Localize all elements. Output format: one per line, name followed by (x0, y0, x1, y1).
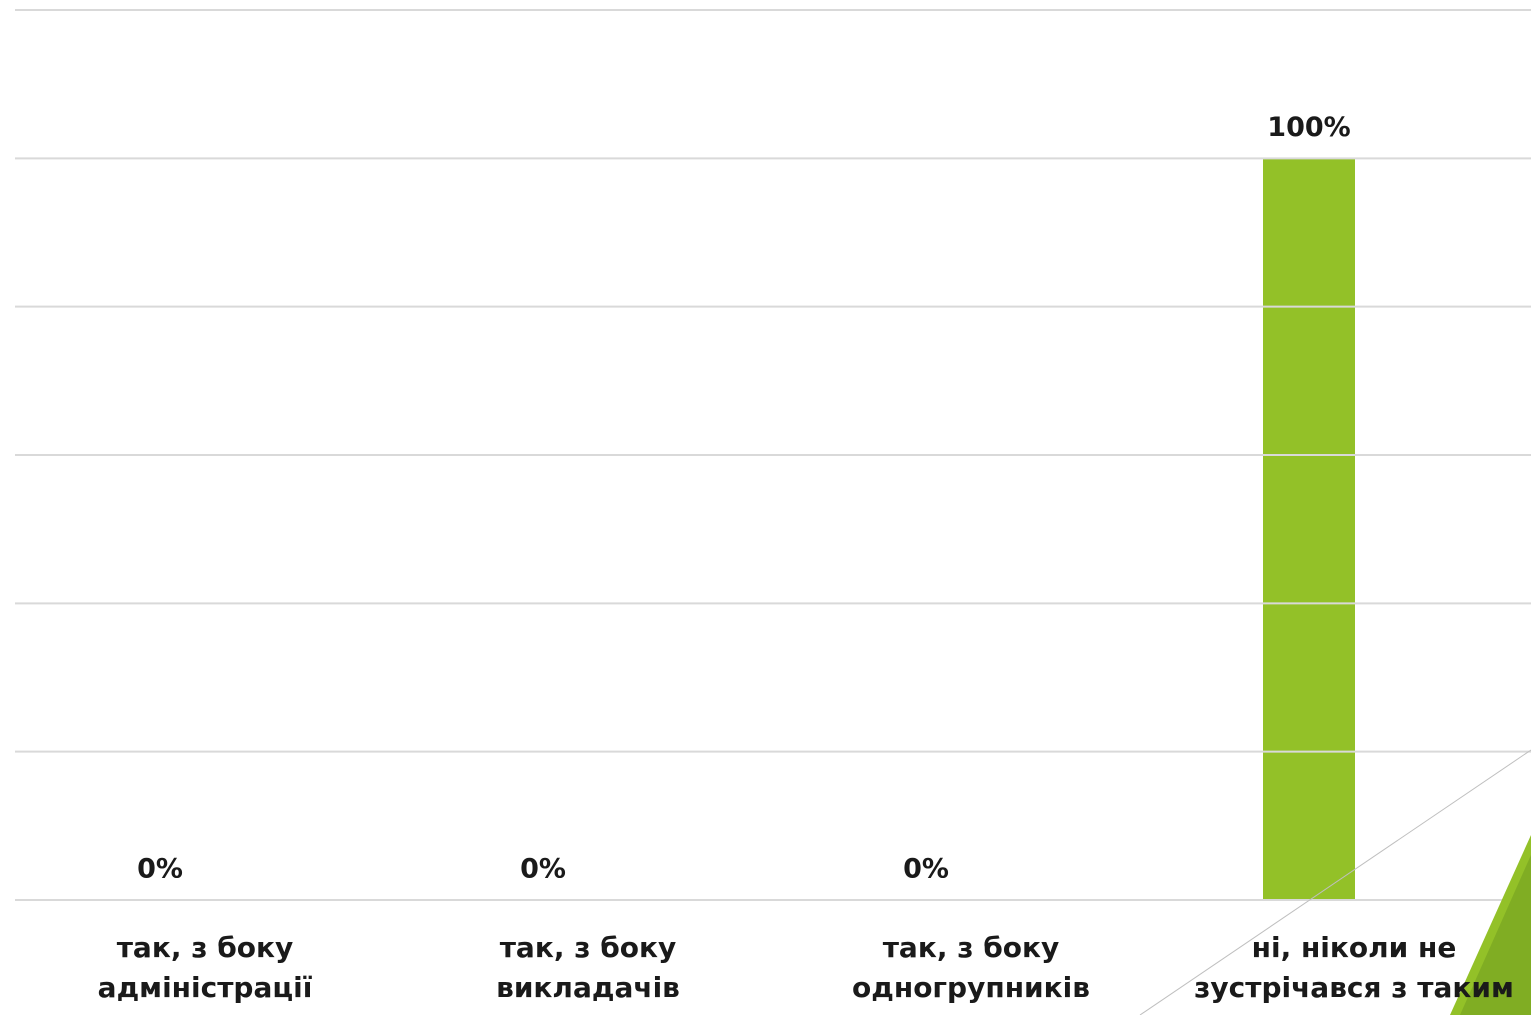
data-label: 0% (520, 854, 566, 885)
x-tick-label: ні, ніколи не зустрічався з таким (1194, 931, 1514, 1004)
x-tick-label: так, з боку одногрупників (852, 931, 1090, 1004)
data-label: 0% (137, 854, 183, 885)
decor-line (1139, 749, 1531, 1015)
decor-triangle-shade (1460, 855, 1531, 1015)
x-tick-label: так, з боку викладачів (496, 931, 680, 1004)
data-label: 0% (903, 854, 949, 885)
data-label: 100% (1267, 112, 1350, 143)
bar (1263, 158, 1355, 901)
x-tick-label: так, з боку адміністрації (97, 931, 313, 1004)
